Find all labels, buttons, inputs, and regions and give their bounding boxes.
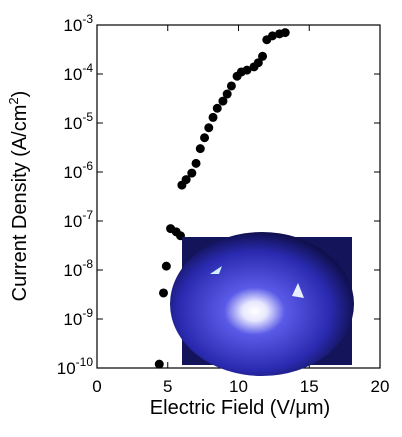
y-tick-base: 10 <box>63 114 82 133</box>
data-point <box>191 158 201 168</box>
y-axis-label-text: Current Density (A/cm <box>9 105 31 302</box>
y-axis-label-sup: 2 <box>6 97 21 104</box>
y-tick-label: 10-4 <box>63 61 93 84</box>
x-tick-label: 15 <box>300 377 319 396</box>
data-point <box>200 133 210 143</box>
data-point <box>212 103 222 113</box>
y-tick-base: 10 <box>63 16 82 35</box>
y-tick-label: 10-8 <box>63 257 93 280</box>
data-point <box>159 288 169 298</box>
y-tick-base: 10 <box>63 65 82 84</box>
data-point <box>181 175 191 185</box>
data-point <box>204 123 214 133</box>
y-tick-exponent: -10 <box>76 355 94 369</box>
data-point <box>187 168 197 178</box>
y-tick-base: 10 <box>63 212 82 231</box>
y-tick-label: 10-9 <box>63 306 93 329</box>
x-tick-label: 0 <box>92 377 101 396</box>
y-tick-base: 10 <box>63 310 82 329</box>
y-axis-label-suffix: ) <box>9 91 31 98</box>
y-tick-label: 10-7 <box>63 208 93 231</box>
inset-reflection <box>292 283 304 298</box>
y-tick-base: 10 <box>57 359 76 378</box>
y-tick-exponent: -7 <box>82 208 93 222</box>
data-point <box>161 261 171 271</box>
y-axis-label: Current Density (A/cm2) <box>6 91 31 302</box>
y-tick-exponent: -9 <box>82 306 93 320</box>
x-axis-label: Electric Field (V/μm) <box>150 397 330 419</box>
y-tick-label: 10-6 <box>63 159 93 182</box>
data-point <box>267 31 277 41</box>
y-tick-label: 10-3 <box>63 12 93 35</box>
inset-reflection <box>210 266 222 274</box>
y-tick-exponent: -8 <box>82 257 93 271</box>
y-tick-base: 10 <box>63 163 82 182</box>
data-point <box>280 28 290 38</box>
inset-photo <box>170 232 354 376</box>
inset-glow <box>170 232 354 376</box>
y-tick-exponent: -3 <box>82 12 93 26</box>
data-point <box>258 51 268 61</box>
y-tick-exponent: -5 <box>82 110 93 124</box>
data-point <box>242 65 252 75</box>
y-tick-base: 10 <box>63 261 82 280</box>
data-point <box>226 81 236 91</box>
x-tick-label: 5 <box>163 377 172 396</box>
data-point <box>195 144 205 154</box>
data-point <box>222 89 232 99</box>
data-point <box>253 58 263 68</box>
y-tick-exponent: -4 <box>82 61 93 75</box>
y-tick-exponent: -6 <box>82 159 93 173</box>
y-tick-label: 10-10 <box>57 355 94 378</box>
x-tick-label: 20 <box>371 377 390 396</box>
y-tick-label: 10-5 <box>63 110 93 133</box>
x-tick-label: 10 <box>229 377 248 396</box>
data-point <box>218 96 228 106</box>
data-point <box>154 359 164 369</box>
data-point <box>208 112 218 122</box>
